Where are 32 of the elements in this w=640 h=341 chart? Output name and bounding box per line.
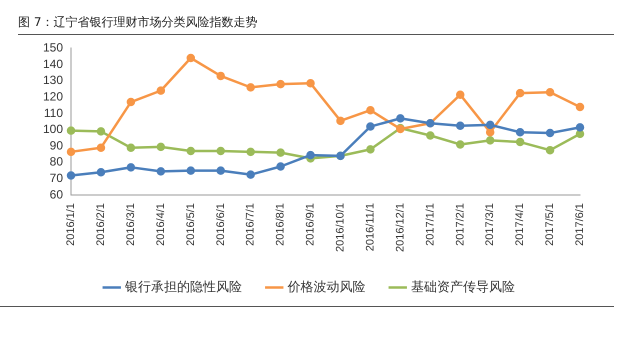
x-tick-label: 2017/6/1 (574, 203, 586, 246)
x-tick-label: 2017/2/1 (454, 203, 466, 246)
x-tick-label: 2016/7/1 (244, 203, 257, 246)
y-tick-label: 110 (44, 106, 64, 120)
x-tick-label: 2016/9/1 (304, 203, 317, 246)
x-tick-label: 2016/5/1 (184, 203, 197, 246)
x-tick-label: 2016/6/1 (214, 203, 227, 246)
x-tick-label: 2016/3/1 (124, 203, 137, 246)
y-tick-label: 150 (42, 40, 64, 55)
chart-title: 图 7：辽宁省银行理财市场分类风险指数走势 (18, 14, 258, 31)
x-tick-label: 2017/5/1 (544, 203, 556, 246)
y-tick-label: 120 (42, 89, 64, 104)
x-tick-label: 2016/12/1 (394, 203, 406, 252)
y-tick-label: 130 (42, 73, 64, 88)
x-tick-label: 2017/3/1 (484, 203, 496, 246)
y-tick-label: 100 (42, 122, 64, 136)
x-tick-label: 2016/8/1 (274, 203, 287, 246)
x-tick-label: 2016/10/1 (334, 203, 347, 252)
x-tick-label: 2016/2/1 (94, 203, 107, 246)
y-tick-label: 70 (50, 171, 64, 186)
y-tick-label: 80 (50, 154, 64, 169)
legend-label: 基础资产传导风险 (410, 280, 515, 295)
x-tick-label: 2017/4/1 (514, 203, 526, 246)
x-tick-label: 2016/11/1 (364, 203, 376, 252)
x-tick-label: 2016/1/1 (65, 203, 78, 246)
y-tick-label: 60 (50, 187, 64, 202)
legend-label: 价格波动风险 (286, 280, 366, 295)
y-tick-label: 90 (50, 138, 64, 152)
x-tick-label: 2016/4/1 (154, 203, 167, 246)
legend-label: 银行承担的隐性风险 (124, 280, 242, 295)
y-tick-label: 140 (42, 56, 64, 71)
x-tick-label: 2017/1/1 (424, 203, 436, 246)
